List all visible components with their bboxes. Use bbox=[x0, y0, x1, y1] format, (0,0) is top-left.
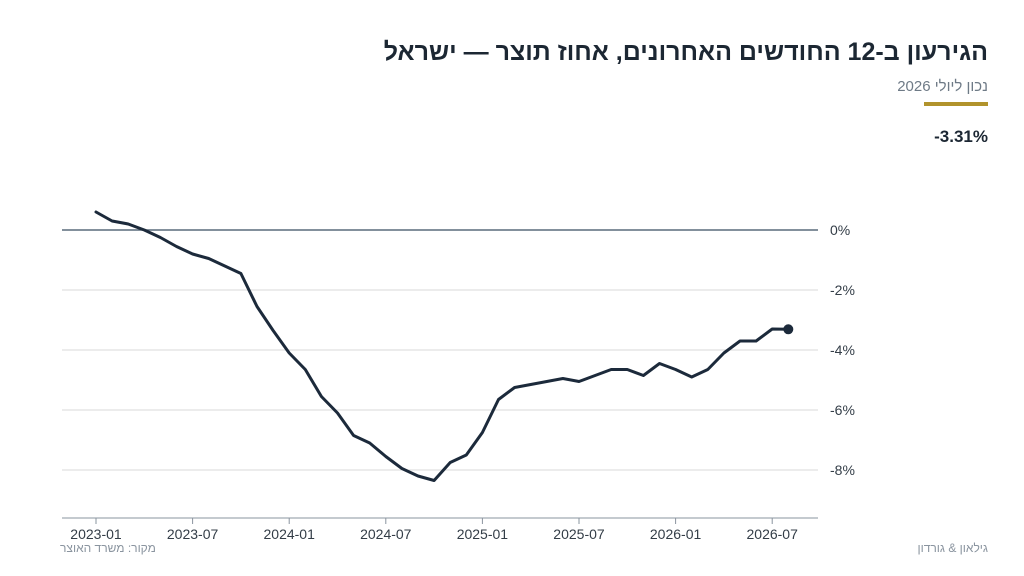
x-axis-labels: 2023-01 2023-07 2024-01 2024-07 2025-01 2025-… bbox=[70, 526, 798, 542]
x-tick-label: 2025-01 bbox=[457, 526, 509, 542]
y-tick-label: 0% bbox=[830, 222, 850, 238]
accent-underline bbox=[924, 102, 988, 106]
last-point-marker bbox=[783, 324, 794, 335]
grid-lines bbox=[62, 229, 818, 471]
y-tick-label: -4% bbox=[830, 342, 855, 358]
series-layer bbox=[94, 210, 794, 482]
y-tick-label: -2% bbox=[830, 282, 855, 298]
brand-credit: גילאון & גורדון bbox=[917, 541, 988, 555]
x-tick-label: 2026-07 bbox=[747, 526, 799, 542]
chart-title: הגירעון ב-12 החודשים האחרונים, אחוז תוצר… bbox=[383, 38, 988, 66]
x-tick-label: 2024-01 bbox=[264, 526, 316, 542]
chart-subtitle: נכון ליולי 2026 bbox=[897, 78, 988, 95]
y-tick-label: -6% bbox=[830, 402, 855, 418]
x-tick-label: 2023-07 bbox=[167, 526, 219, 542]
x-tick-label: 2023-01 bbox=[70, 526, 122, 542]
source-note: מקור: משרד האוצר bbox=[60, 541, 156, 555]
y-axis-labels: 0% -2% -4% -6% -8% bbox=[830, 222, 855, 478]
x-axis bbox=[62, 517, 818, 524]
x-tick-label: 2025-07 bbox=[553, 526, 605, 542]
x-tick-label: 2026-01 bbox=[650, 526, 702, 542]
series-line bbox=[94, 210, 790, 482]
x-tick-label: 2024-07 bbox=[360, 526, 412, 542]
latest-value: -3.31% bbox=[934, 127, 988, 146]
y-tick-label: -8% bbox=[830, 462, 855, 478]
